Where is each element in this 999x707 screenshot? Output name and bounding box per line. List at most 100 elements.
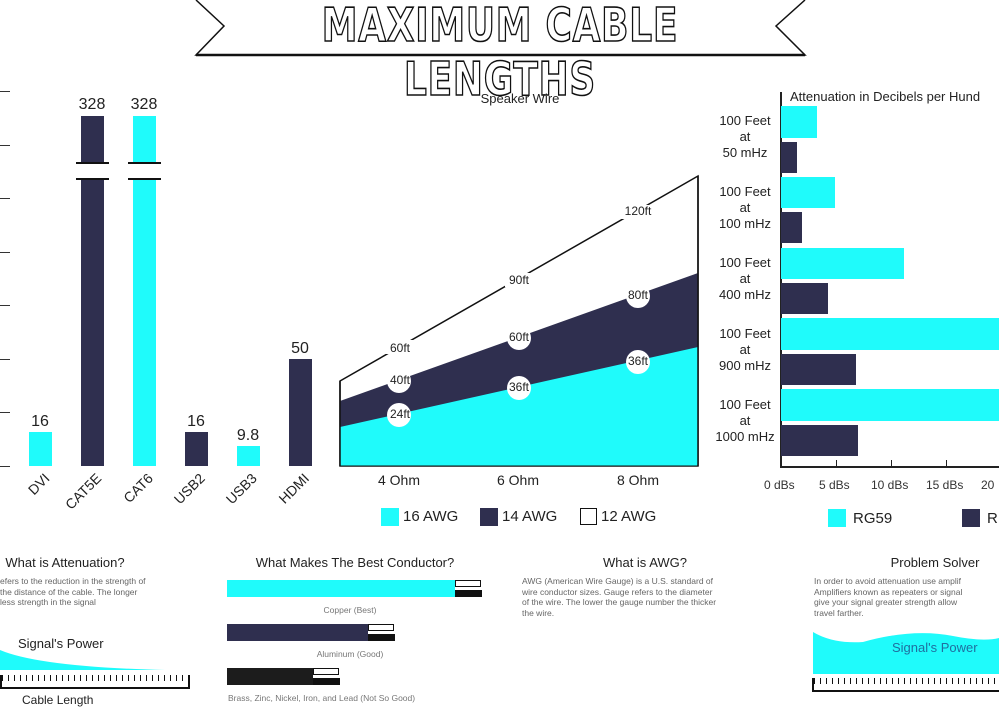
- text-line: AWG (American Wire Gauge) is a U.S. stan…: [522, 576, 713, 586]
- page-title: MAXIMUM CABLE LENGTHS: [321, 0, 679, 107]
- section-text: AWG (American Wire Gauge) is a U.S. stan…: [522, 576, 782, 618]
- x-tick: [946, 460, 947, 466]
- cable-length-label: Cable Length: [22, 693, 94, 707]
- bar-r-50mhz: [781, 142, 797, 173]
- bar-usb2: [185, 432, 208, 466]
- point-label: 60ft: [508, 330, 529, 344]
- copper-wire-bar: [227, 580, 455, 597]
- section-title: What is Attenuation?: [5, 555, 125, 570]
- legend-label: 14 AWG: [502, 508, 558, 525]
- x-label: 4 Ohm: [377, 472, 420, 488]
- y-tick: [0, 252, 10, 253]
- bar-r-100mhz: [781, 212, 802, 243]
- x-tick-label: 10 dBs: [871, 478, 909, 492]
- category-line: 1000 mHz: [715, 429, 775, 444]
- section-title: What is AWG?: [602, 555, 688, 570]
- text-line: wire conductor sizes. Gauge refers to th…: [522, 586, 713, 597]
- point-label: 40ft: [389, 373, 410, 387]
- wire-tip: [455, 590, 482, 597]
- y-tick: [0, 359, 10, 360]
- text-line: the wire.: [522, 607, 555, 618]
- category-label: 100 Feet at 50 mHz: [710, 113, 780, 161]
- x-tick: [836, 460, 837, 466]
- category-line: at: [739, 342, 751, 357]
- category-label: 100 Feet at 400 mHz: [710, 255, 780, 303]
- signal-decay-shape: [0, 650, 165, 670]
- category-line: at: [739, 129, 751, 144]
- x-label-usb3: USB3: [223, 470, 261, 508]
- signal-power-label: Signal's Power: [18, 636, 104, 651]
- x-tick-label: 5 dBs: [819, 478, 850, 492]
- axis-break-gap: [76, 164, 109, 178]
- title-banner: MAXIMUM CABLE LENGTHS: [0, 0, 999, 107]
- category-line: at: [739, 271, 751, 286]
- text-line: In order to avoid attenuation use amplif: [814, 576, 961, 586]
- legend-swatch-16awg: [381, 508, 399, 526]
- bar-value-usb3: 9.8: [236, 427, 260, 444]
- point-label: 24ft: [389, 407, 410, 421]
- wire-tip: [368, 634, 395, 641]
- legend-label: RG59: [853, 510, 893, 527]
- bar-value-dvi: 16: [31, 413, 49, 430]
- category-line: 100 Feet: [719, 326, 771, 341]
- y-tick: [0, 466, 10, 467]
- y-tick: [0, 305, 10, 306]
- wire-tip: [313, 668, 339, 675]
- category-line: 900 mHz: [718, 358, 772, 373]
- bar-usb3: [237, 446, 260, 466]
- aluminum-wire-bar: [227, 624, 368, 641]
- bar-value-usb2: 16: [187, 413, 205, 430]
- bar-value-cat5e: 328: [78, 96, 106, 113]
- other-metals-wire-bar: [227, 668, 313, 685]
- legend-label: R: [987, 510, 998, 527]
- bar-rg59-900mhz: [781, 318, 999, 350]
- x-tick-label: 20: [981, 478, 995, 492]
- x-label-cat5e: CAT5E: [61, 470, 105, 513]
- bar-value-cat6: 328: [130, 96, 158, 113]
- y-tick: [0, 412, 10, 413]
- y-tick: [0, 198, 10, 199]
- signal-power-label: Signal's Power: [892, 640, 978, 655]
- point-label: 80ft: [627, 288, 648, 302]
- y-tick: [0, 145, 10, 146]
- bar-rg59-50mhz: [781, 106, 817, 138]
- legend-swatch-rg59: [828, 509, 846, 527]
- section-text: In order to avoid attenuation use amplif…: [814, 576, 999, 618]
- wire-tip: [368, 624, 394, 631]
- bar-r-900mhz: [781, 354, 856, 385]
- category-label: 100 Feet at 1000 mHz: [710, 397, 780, 445]
- legend-label: 12 AWG: [601, 508, 657, 525]
- text-line: give your signal greater strength allow: [814, 597, 958, 607]
- category-line: 100 Feet: [719, 397, 771, 412]
- text-line: of the wire. The lower the gauge number …: [522, 597, 717, 607]
- point-label: 60ft: [389, 341, 410, 355]
- bar-r-1000mhz: [781, 425, 858, 456]
- conductor-label: Copper (Best): [323, 605, 377, 615]
- x-label-usb2: USB2: [171, 470, 209, 508]
- point-label: 120ft: [624, 204, 652, 218]
- bar-rg59-100mhz: [781, 177, 835, 208]
- category-line: 100 Feet: [719, 184, 771, 199]
- conductor-label: Brass, Zinc, Nickel, Iron, and Lead (Not…: [228, 693, 416, 703]
- axis-break-mark: [128, 162, 161, 164]
- signal-wave-shape: [813, 632, 999, 674]
- bar-rg59-400mhz: [781, 248, 904, 279]
- bar-cat6: [133, 116, 156, 466]
- speaker-area-plot: [339, 174, 699, 467]
- text-line: the distance of the cable. The longer: [0, 586, 138, 597]
- axis-break-mark: [76, 178, 109, 180]
- legend-swatch-14awg: [480, 508, 498, 526]
- text-line: travel farther.: [814, 607, 864, 618]
- legend-label: 16 AWG: [403, 508, 459, 525]
- x-tick-label: 15 dBs: [926, 478, 964, 492]
- x-label-dvi: DVI: [24, 470, 53, 498]
- x-axis: [780, 466, 999, 468]
- x-label-hdmi: HDMI: [275, 470, 313, 507]
- chart-title: Attenuation in Decibels per Hund: [790, 89, 981, 104]
- category-label: 100 Feet at 100 mHz: [710, 184, 780, 232]
- text-line: efers to the reduction in the strength o…: [0, 576, 146, 586]
- axis-break-mark: [128, 178, 161, 180]
- point-label: 90ft: [508, 273, 529, 287]
- axis-break-mark: [76, 162, 109, 164]
- bar-r-400mhz: [781, 283, 828, 314]
